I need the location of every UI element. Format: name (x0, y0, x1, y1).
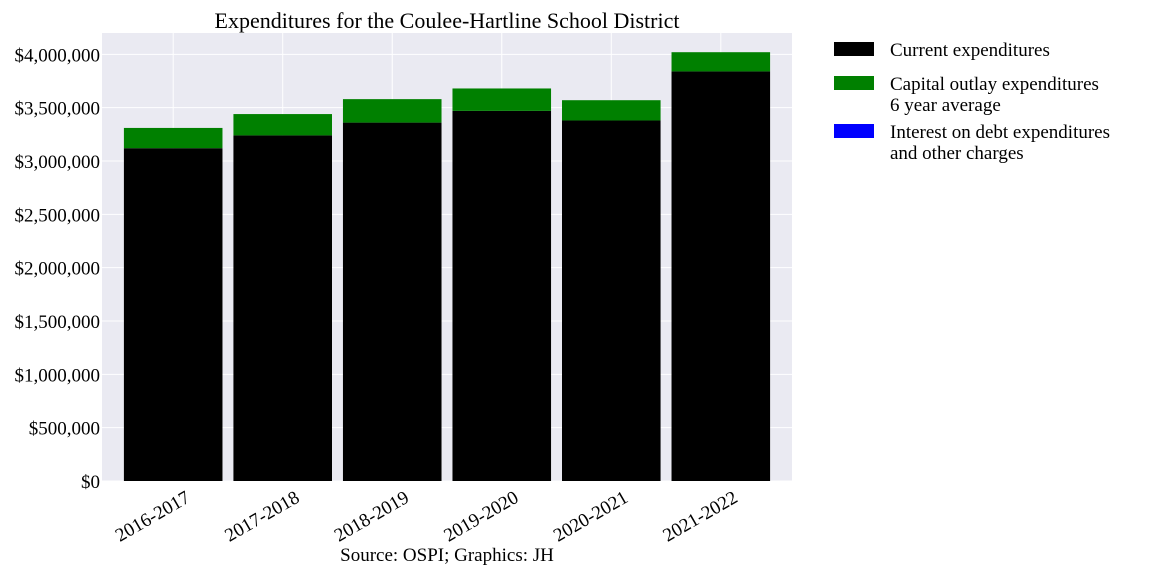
legend-label-series-0: Current expenditures (890, 40, 1050, 61)
x-tick-label: 2017-2018 (221, 487, 303, 546)
bar-segment-series-1-2019-2020 (452, 88, 552, 111)
y-tick-label: $1,000,000 (15, 365, 101, 386)
legend: Current expenditures Capital outlay expen… (834, 40, 1110, 164)
legend-swatch-series-0 (834, 42, 874, 56)
x-tick-label: 2018-2019 (331, 487, 413, 546)
y-tick-label: $500,000 (29, 419, 100, 440)
bar-segment-series-0-2017-2018 (233, 135, 332, 481)
legend-label-series-2: and other charges (890, 143, 1024, 164)
y-tick-label: $4,000,000 (15, 45, 101, 66)
source-note: Source: OSPI; Graphics: JH (340, 545, 554, 566)
x-tick-label: 2016-2017 (112, 487, 194, 546)
bar-segment-series-1-2017-2018 (233, 114, 332, 136)
bar-segment-series-1-2021-2022 (671, 52, 771, 72)
bar-segment-series-0-2019-2020 (452, 110, 552, 481)
legend-label-series-2: Interest on debt expenditures (890, 122, 1110, 143)
y-tick-label: $3,500,000 (15, 99, 101, 120)
x-tick-label: 2021-2022 (660, 487, 742, 546)
x-tick-label: 2020-2021 (550, 487, 632, 546)
y-axis: $0 $500,000 $1,000,000 $1,500,000 $2,000,000… (15, 45, 101, 493)
y-tick-label: $3,000,000 (15, 152, 101, 173)
y-tick-label: $2,000,000 (15, 259, 101, 280)
legend-label-series-1: 6 year average (890, 95, 1001, 116)
bar-segment-series-1-2016-2017 (123, 127, 223, 149)
x-axis: 2016-2017 2017-2018 2018-2019 2019-2020 2020… (112, 487, 741, 546)
legend-swatch-series-2 (834, 124, 874, 138)
bar-segment-series-0-2021-2022 (671, 71, 771, 482)
y-tick-label: $2,500,000 (15, 205, 101, 226)
x-tick-label: 2019-2020 (440, 487, 522, 546)
y-tick-label: $0 (81, 472, 100, 493)
bar-segment-series-0-2016-2017 (123, 148, 223, 481)
bars (123, 52, 771, 482)
y-tick-label: $1,500,000 (15, 312, 101, 333)
chart-title: Expenditures for the Coulee-Hartline Sch… (215, 8, 680, 33)
legend-swatch-series-1 (834, 76, 874, 90)
bar-segment-series-0-2020-2021 (562, 120, 661, 481)
bar-segment-series-0-2018-2019 (342, 122, 442, 481)
bar-segment-series-1-2018-2019 (342, 99, 442, 123)
bar-segment-series-1-2020-2021 (562, 100, 661, 121)
legend-label-series-1: Capital outlay expenditures (890, 74, 1099, 95)
